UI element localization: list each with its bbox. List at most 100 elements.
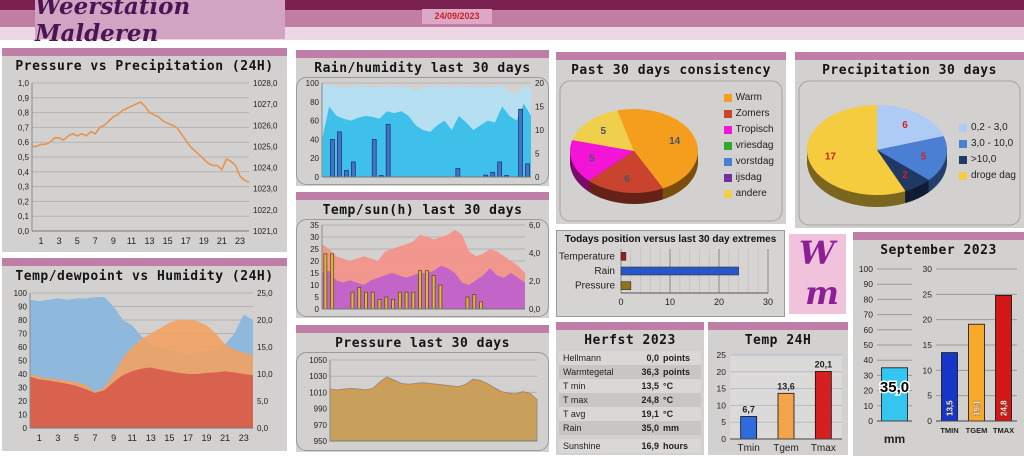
panel-pressure-30d: Pressure last 30 days 1050 1030 1010 990 970… <box>296 325 549 452</box>
svg-text:20: 20 <box>18 397 27 406</box>
row-unit: mm <box>663 423 680 433</box>
svg-text:20: 20 <box>310 257 319 266</box>
svg-text:80: 80 <box>310 98 319 107</box>
svg-text:10,0: 10,0 <box>257 370 273 379</box>
svg-text:21: 21 <box>220 433 230 443</box>
svg-text:9: 9 <box>111 236 116 246</box>
svg-text:20: 20 <box>864 386 874 396</box>
svg-text:80: 80 <box>864 294 874 304</box>
legend-swatch <box>958 155 967 164</box>
svg-text:1022,0: 1022,0 <box>253 206 278 215</box>
svg-text:0: 0 <box>23 424 28 433</box>
svg-text:0,7: 0,7 <box>18 123 30 132</box>
legend-item: ijsdag <box>723 172 774 183</box>
svg-text:15,0: 15,0 <box>257 343 273 352</box>
svg-text:25,0: 25,0 <box>257 289 273 298</box>
svg-text:7: 7 <box>93 433 98 443</box>
row-unit: °C <box>663 381 674 391</box>
legend-item: 0,2 - 3,0 <box>958 122 1016 133</box>
svg-text:0: 0 <box>315 305 320 314</box>
panel-accent-bar <box>296 192 549 200</box>
svg-text:5: 5 <box>927 391 932 401</box>
legend-label: >10,0 <box>970 154 997 165</box>
chart-title: Past 30 days consistency <box>571 63 771 78</box>
svg-text:Temperature: Temperature <box>559 251 616 262</box>
row-label: Warmtegetal <box>563 367 614 377</box>
svg-text:15: 15 <box>923 340 933 350</box>
svg-text:25: 25 <box>717 350 727 360</box>
svg-text:0,6: 0,6 <box>18 138 30 147</box>
svg-text:24,8: 24,8 <box>1000 400 1009 416</box>
svg-text:60: 60 <box>864 325 874 335</box>
svg-text:30: 30 <box>763 297 773 307</box>
temp-24h-chart: 0 5 10 15 20 25 6,7 Tmin 13,6 Tgem 20,1 Tmax <box>717 350 842 454</box>
svg-text:13,5: 13,5 <box>946 400 955 416</box>
table-title: Herfst 2023 <box>584 333 676 348</box>
svg-text:15: 15 <box>535 103 544 112</box>
pressure-30d-chart: 1050 1030 1010 990 970 950 <box>296 352 549 451</box>
svg-text:35: 35 <box>310 221 319 230</box>
legend-label: 3,0 - 10,0 <box>970 138 1014 149</box>
svg-text:20,1: 20,1 <box>815 359 833 369</box>
chart-title: Rain/humidity last 30 days <box>314 61 531 76</box>
table-row: Hellmann 0,0 points <box>559 351 701 365</box>
row-value: 36,3 <box>641 367 659 377</box>
svg-text:0: 0 <box>535 173 540 182</box>
legend-label: ijsdag <box>735 172 762 183</box>
legend-label: vriesdag <box>735 140 774 151</box>
row-label: T max <box>563 395 588 405</box>
svg-text:0,0: 0,0 <box>18 227 30 236</box>
svg-text:70: 70 <box>18 330 27 339</box>
chart-title: Temp/sun(h) last 30 days <box>322 203 523 218</box>
svg-text:1023,0: 1023,0 <box>253 185 278 194</box>
legend-swatch <box>958 171 967 180</box>
svg-text:7: 7 <box>93 236 98 246</box>
panel-accent-bar <box>795 52 1024 60</box>
september-mm-chart: 0 10 20 30 40 50 60 70 80 90 100 35,0 mm <box>859 264 912 446</box>
svg-text:30: 30 <box>864 370 874 380</box>
svg-text:13,6: 13,6 <box>777 381 795 391</box>
temp-dew-humidity-chart: 100908070605040302010025,020,015,010,05,… <box>14 289 273 443</box>
svg-text:30: 30 <box>310 233 319 242</box>
consistency-legend: Warm Zomers Tropisch vriesdag vorstdag i… <box>723 92 774 199</box>
panel-precipitation-pie: Precipitation 30 days 6 5 2 17 0,2 - 3,0 3,… <box>795 52 1024 228</box>
legend-item: Zomers <box>723 108 774 119</box>
svg-text:2: 2 <box>902 170 908 181</box>
row-label: T avg <box>563 409 586 419</box>
panel-temp-sun-30d: Temp/sun(h) last 30 days 35 30 25 20 15 10 5 0 6… <box>296 192 549 318</box>
panel-rain-humidity-30d: Rain/humidity last 30 days 100 80 60 40 20 0 2… <box>296 50 549 186</box>
september-charts: 0 10 20 30 40 50 60 70 80 90 100 35,0 mm 0 5 10 15 20 25 3… <box>853 259 1024 449</box>
panel-accent-bar <box>2 258 287 266</box>
legend-item: droge dag <box>958 170 1016 181</box>
svg-text:15: 15 <box>310 269 319 278</box>
legend-label: Tropisch <box>735 124 774 135</box>
row-label: Hellmann <box>563 353 602 363</box>
svg-text:19,1: 19,1 <box>973 400 982 416</box>
legend-swatch <box>723 141 732 150</box>
legend-item: vorstdag <box>723 156 774 167</box>
svg-text:1: 1 <box>39 236 44 246</box>
svg-text:0: 0 <box>618 297 623 307</box>
logo-wm: W m <box>789 234 846 314</box>
svg-text:6,7: 6,7 <box>742 404 755 414</box>
row-unit: points <box>663 353 690 363</box>
svg-text:Pressure: Pressure <box>575 281 615 292</box>
svg-text:6,0: 6,0 <box>529 221 541 230</box>
svg-text:10: 10 <box>18 411 27 420</box>
svg-text:1028,0: 1028,0 <box>253 79 278 88</box>
svg-text:0: 0 <box>868 416 873 426</box>
svg-text:0,4: 0,4 <box>18 168 30 177</box>
pressure-precip-chart: 1,0 0,9 0,8 0,7 0,6 0,5 0,4 0,3 0,2 0,1 0,0 1028,0 1… <box>18 79 278 246</box>
svg-text:0,8: 0,8 <box>18 109 30 118</box>
row-label: Sunshine <box>563 441 601 451</box>
svg-text:23: 23 <box>239 433 249 443</box>
svg-text:1: 1 <box>37 433 42 443</box>
legend-swatch <box>958 123 967 132</box>
panel-extremes: Todays position versus last 30 day extre… <box>556 230 785 317</box>
table-row: Rain 35,0 mm <box>559 421 701 435</box>
row-value: 16,9 <box>641 441 659 451</box>
svg-text:1030: 1030 <box>309 372 327 381</box>
svg-text:20: 20 <box>310 154 319 163</box>
svg-text:20,0: 20,0 <box>257 316 273 325</box>
